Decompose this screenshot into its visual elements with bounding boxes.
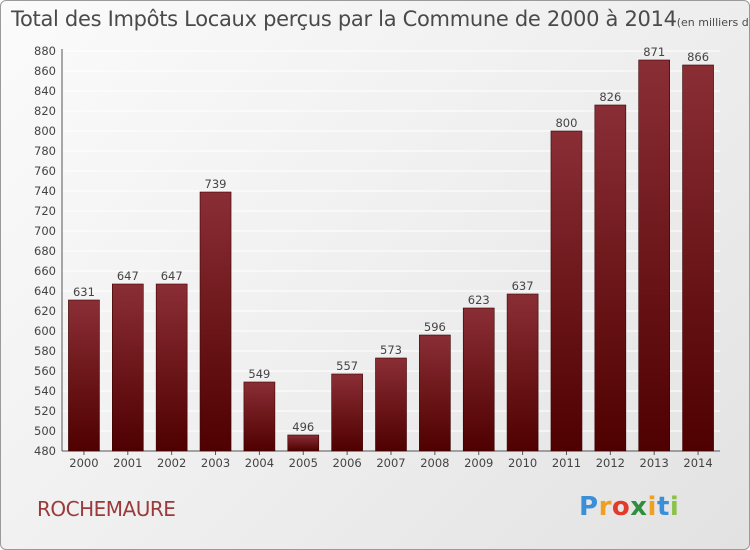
logo-letter: x [630, 492, 648, 522]
bar-2009 [462, 307, 495, 452]
y-tick-label: 800 [34, 124, 56, 138]
bar-2000 [68, 299, 100, 452]
x-tick-label-2002: 2002 [157, 456, 186, 470]
value-label-2009: 623 [468, 293, 490, 307]
x-tick-label-2014: 2014 [683, 456, 712, 470]
proxiti-logo: Proxiti [579, 492, 679, 522]
y-tick-label: 700 [34, 224, 56, 238]
x-tick-label-2008: 2008 [420, 456, 449, 470]
bar-2001 [112, 283, 144, 452]
value-label-2000: 631 [73, 285, 95, 299]
value-label-2004: 549 [248, 367, 270, 381]
y-tick-label: 660 [34, 264, 56, 278]
y-tick-label: 480 [34, 444, 56, 458]
bar-2006 [331, 373, 363, 452]
logo-letter: o [611, 492, 631, 522]
bar-2002 [155, 283, 188, 452]
x-tick-label-2005: 2005 [289, 456, 318, 470]
commune-name: ROCHEMAURE [37, 497, 176, 521]
value-label-2014: 866 [687, 50, 709, 64]
logo-letter: P [579, 492, 599, 522]
bar-2003 [199, 191, 232, 452]
value-label-2001: 647 [117, 269, 139, 283]
y-tick-label: 640 [34, 284, 56, 298]
x-tick-label-2013: 2013 [640, 456, 669, 470]
y-tick-label: 820 [34, 104, 56, 118]
y-tick-label: 580 [34, 344, 56, 358]
y-tick-label: 720 [34, 204, 56, 218]
logo-letter: r [598, 492, 612, 522]
bar-2005 [287, 434, 320, 452]
value-label-2006: 557 [336, 359, 358, 373]
y-tick-label: 780 [34, 144, 56, 158]
chart-title: Total des Impôts Locaux perçus par la Co… [11, 7, 749, 31]
x-tick-label-2001: 2001 [113, 456, 142, 470]
logo-letter: i [669, 492, 680, 522]
bar-2010 [506, 293, 539, 452]
x-tick-label-2011: 2011 [552, 456, 581, 470]
unit-note: (en milliers d'€) [676, 16, 749, 29]
value-label-2007: 573 [380, 343, 402, 357]
y-tick-label: 560 [34, 364, 56, 378]
logo-letter: t [656, 492, 670, 522]
y-tick-label: 760 [34, 164, 56, 178]
bars [68, 59, 714, 452]
chart-title-text: Total des Impôts Locaux perçus par la Co… [11, 7, 677, 31]
x-tick-label-2006: 2006 [332, 456, 361, 470]
logo-letter: i [647, 492, 657, 522]
y-tick-label: 600 [34, 324, 56, 338]
y-tick-label: 860 [34, 64, 56, 78]
bar-2008 [419, 334, 451, 452]
value-label-2008: 596 [424, 320, 446, 334]
value-label-2003: 739 [205, 177, 227, 191]
bar-2012 [594, 104, 627, 452]
value-label-2011: 800 [555, 116, 577, 130]
x-tick-label-2010: 2010 [508, 456, 537, 470]
x-tick-label-2000: 2000 [69, 456, 98, 470]
y-tick-label: 680 [34, 244, 56, 258]
labels: 631 647 647 739 549 496 557 573 596 623 637 800 826 8… [73, 45, 709, 434]
y-tick-label: 740 [34, 184, 56, 198]
x-tick-label-2012: 2012 [596, 456, 625, 470]
value-label-2012: 826 [599, 90, 621, 104]
bar-2013 [638, 59, 671, 452]
y-tick-label: 520 [34, 404, 56, 418]
bar-2014 [682, 64, 714, 452]
y-tick-label: 880 [34, 44, 56, 58]
x-tick-label-2007: 2007 [376, 456, 405, 470]
y-tick-label: 540 [34, 384, 56, 398]
axes: 480 500 520 540 560 580 600 620 640 660 680 700 720 7… [34, 44, 720, 470]
value-label-2013: 871 [643, 45, 665, 59]
value-label-2002: 647 [161, 269, 183, 283]
y-tick-label: 620 [34, 304, 56, 318]
x-tick-label-2004: 2004 [245, 456, 274, 470]
y-tick-label: 500 [34, 424, 56, 438]
value-label-2005: 496 [292, 420, 314, 434]
value-label-2010: 637 [512, 279, 534, 293]
x-tick-label-2009: 2009 [464, 456, 493, 470]
y-tick-label: 840 [34, 84, 56, 98]
bar-2004 [243, 381, 276, 452]
bar-2011 [550, 130, 583, 452]
bar-2007 [375, 357, 407, 452]
x-tick-label-2003: 2003 [201, 456, 230, 470]
